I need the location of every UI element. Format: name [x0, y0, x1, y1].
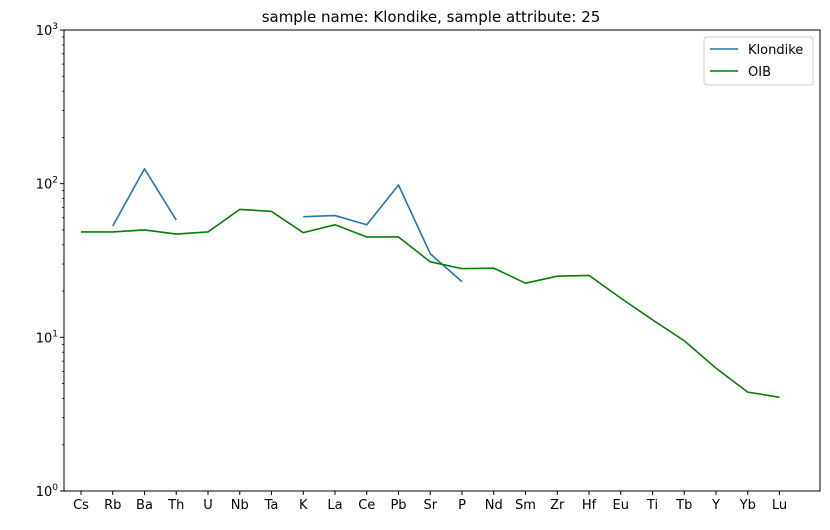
- series-line-oib: [81, 208, 780, 399]
- y-tick-exponent: 3: [52, 22, 58, 32]
- y-tick-label: 101: [36, 329, 58, 346]
- y-tick-exponent: 1: [52, 329, 58, 339]
- x-tick-label: Pb: [390, 498, 406, 513]
- y-tick-base: 10: [36, 24, 53, 39]
- series-line-klondike: [112, 167, 177, 227]
- x-tick-label: Th: [167, 498, 184, 513]
- legend-label: OIB: [748, 65, 771, 80]
- y-tick-exponent: 2: [52, 176, 58, 186]
- x-tick-label: Ba: [136, 498, 153, 513]
- x-tick-label: Zr: [550, 498, 565, 513]
- x-tick-label: Y: [711, 498, 720, 513]
- x-tick-label: Tb: [675, 498, 692, 513]
- x-tick-label: Lu: [772, 498, 787, 513]
- x-tick-label: P: [458, 498, 466, 513]
- x-tick-label: Nd: [485, 498, 503, 513]
- x-tick-label: Yb: [739, 498, 756, 513]
- x-tick-label: Rb: [104, 498, 121, 513]
- y-tick-base: 10: [36, 485, 53, 500]
- x-tick-label: Sr: [423, 498, 437, 513]
- plot-frame: [63, 29, 821, 492]
- series-line-klondike: [303, 184, 463, 283]
- y-tick-label: 102: [36, 176, 58, 193]
- x-tick-label: Nb: [231, 498, 249, 513]
- y-tick-label: 103: [36, 22, 58, 39]
- x-tick-label: Cs: [73, 498, 89, 513]
- y-tick-exponent: 0: [52, 483, 58, 493]
- y-tick-label: 100: [36, 483, 59, 500]
- x-tick-label: Ce: [358, 498, 375, 513]
- axis-ticks: Cs Rb Ba Th U Nb Ta K La Ce Pb Sr P Nd Sm Zr Hf Eu Ti Tb Y Yb…: [36, 22, 787, 513]
- x-tick-label: Eu: [613, 498, 629, 513]
- series-lines: [81, 167, 780, 399]
- x-tick-label: K: [299, 498, 308, 513]
- x-tick-label: Sm: [515, 498, 536, 513]
- x-tick-label: Ti: [646, 498, 658, 513]
- legend: Klondike OIB: [703, 36, 814, 86]
- x-tick-label: Ta: [264, 498, 279, 513]
- x-tick-label: U: [203, 498, 213, 513]
- chart-title: sample name: Klondike, sample attribute:…: [262, 8, 601, 26]
- y-tick-base: 10: [36, 331, 53, 346]
- x-tick-label: Hf: [582, 498, 597, 513]
- x-tick-label: La: [327, 498, 342, 513]
- legend-label: Klondike: [748, 43, 803, 58]
- y-tick-base: 10: [36, 178, 53, 193]
